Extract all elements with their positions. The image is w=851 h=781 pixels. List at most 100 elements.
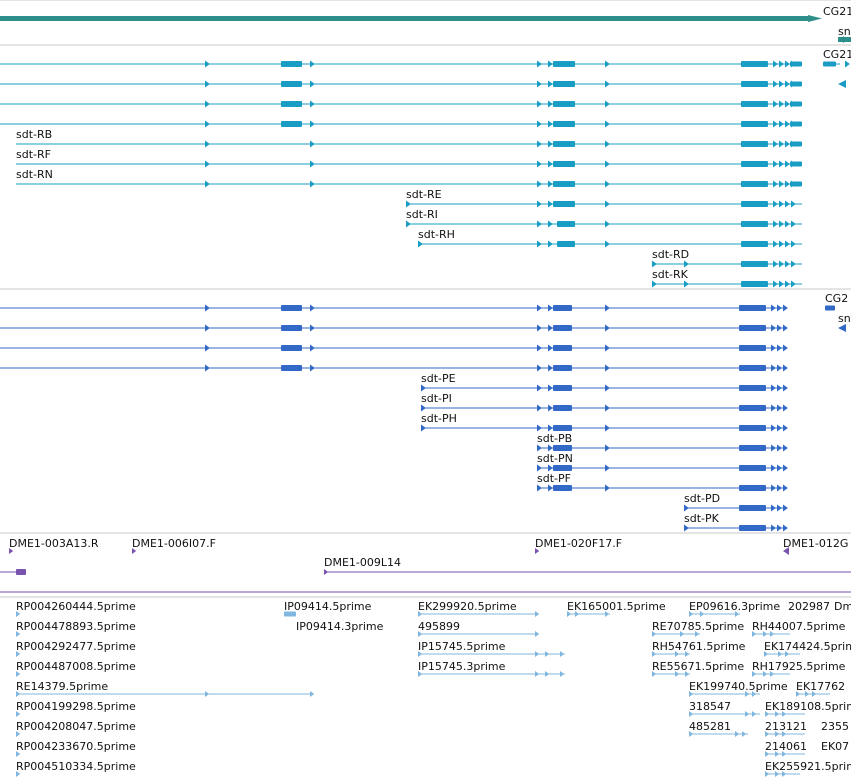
clone-label-dme1-003a13[interactable]: DME1-003A13.R (9, 537, 99, 550)
strand-arrow (548, 404, 553, 412)
strand-arrow (548, 240, 553, 248)
est-label[interactable]: EK07 (821, 740, 850, 753)
strand-arrow (548, 304, 553, 312)
clone-label-dme1-012g[interactable]: DME1-012G (783, 537, 849, 550)
transcript-label-sdt-re[interactable]: sdt-RE (406, 188, 442, 201)
protein-label-sdt-ph[interactable]: sdt-PH (421, 412, 457, 425)
strand-arrow (764, 651, 769, 657)
strand-arrow (675, 671, 680, 677)
protein-label-sdt-pk[interactable]: sdt-PK (684, 512, 719, 525)
est-label[interactable]: EP09616.3prime (689, 600, 781, 613)
strand-arrow (782, 751, 787, 757)
est-label[interactable]: 495899 (418, 620, 460, 633)
est-label[interactable]: EK17762 (796, 680, 846, 693)
strand-arrow (752, 711, 757, 717)
strand-arrow (684, 524, 689, 532)
est-label[interactable]: EK255921.5prime (765, 760, 851, 773)
protein-label-sdt-pi[interactable]: sdt-PI (421, 392, 452, 405)
protein-label-sdt-pd[interactable]: sdt-PD (684, 492, 721, 505)
exon-block (790, 101, 802, 107)
strand-arrow (777, 324, 782, 332)
est-label[interactable]: RP004233670.5prime (16, 740, 136, 753)
est-label[interactable]: IP15745.3prime (418, 660, 506, 673)
strand-arrow (548, 80, 553, 88)
est-label[interactable]: EK189108.5prime (765, 700, 851, 713)
transcript-label-sdt-rf[interactable]: sdt-RF (16, 148, 51, 161)
strand-arrow (771, 444, 776, 452)
transcript-label-sdt-rb[interactable]: sdt-RB (16, 128, 53, 141)
est-label[interactable]: RH44007.5prime (752, 620, 846, 633)
est-label[interactable]: RP004487008.5prime (16, 660, 136, 673)
strand-arrow (735, 611, 740, 617)
strand-arrow (773, 240, 778, 248)
protein-label-cg2[interactable]: CG2 (825, 292, 849, 305)
strand-arrow (777, 464, 782, 472)
transcript-label-sdt-rh[interactable]: sdt-RH (418, 228, 455, 241)
est-label[interactable]: RE55671.5prime (652, 660, 745, 673)
transcript-label-sdt-rn[interactable]: sdt-RN (16, 168, 53, 181)
est-label[interactable]: IP15745.5prime (418, 640, 506, 653)
strand-arrow (548, 344, 553, 352)
strand-arrow (537, 160, 542, 168)
strand-arrow (785, 100, 790, 108)
protein-label-sdt-pn[interactable]: sdt-PN (537, 452, 573, 465)
strand-arrow (771, 364, 776, 372)
clone-label-dme1-020f17[interactable]: DME1-020F17.F (535, 537, 623, 550)
est-label[interactable]: EK174424.5prime (764, 640, 851, 653)
protein-label-sdt-pb[interactable]: sdt-PB (537, 432, 573, 445)
est-label[interactable]: RP004208047.5prime (16, 720, 136, 733)
est-label[interactable]: RH17925.5prime (752, 660, 846, 673)
strand-arrow (777, 424, 782, 432)
protein-label-sdt-pe[interactable]: sdt-PE (421, 372, 456, 385)
strand-arrow (765, 731, 770, 737)
strand-arrow (421, 384, 426, 392)
est-label[interactable]: IP09414.5prime (284, 600, 372, 613)
est-label[interactable]: Dm (834, 600, 851, 613)
gene-bar-arrow (808, 15, 822, 22)
strand-arrow (773, 280, 778, 288)
gene-label-sn[interactable]: sn (838, 25, 851, 38)
exon-block (284, 611, 296, 617)
strand-arrow (205, 180, 210, 188)
protein-label-sdt-pf[interactable]: sdt-PF (537, 472, 571, 485)
strand-arrow (779, 60, 784, 68)
est-label[interactable]: 2355 (821, 720, 849, 733)
exon-block (553, 445, 572, 451)
est-label[interactable]: RP004199298.5prime (16, 700, 136, 713)
est-label[interactable]: EK199740.5prime (689, 680, 788, 693)
est-label[interactable]: 318547 (689, 700, 731, 713)
clone-label-dme1-006i07[interactable]: DME1-006I07.F (132, 537, 216, 550)
est-label[interactable]: 202987 (788, 600, 830, 613)
est-label[interactable]: RE70785.5prime (652, 620, 745, 633)
transcript-label-sdt-rk[interactable]: sdt-RK (652, 268, 688, 281)
est-label[interactable]: RP004510334.5prime (16, 760, 136, 773)
est-label[interactable]: RH54761.5prime (652, 640, 746, 653)
strand-arrow (779, 200, 784, 208)
est-label[interactable]: EK299920.5prime (418, 600, 517, 613)
est-label[interactable]: IP09414.3prime (296, 620, 384, 633)
protein-label-sn[interactable]: sn (838, 312, 851, 325)
est-label[interactable]: RP004292477.5prime (16, 640, 136, 653)
strand-arrow (745, 691, 750, 697)
est-label[interactable]: RP004478893.5prime (16, 620, 136, 633)
transcript-label-sdt-rd[interactable]: sdt-RD (652, 248, 690, 261)
strand-arrow (771, 384, 776, 392)
exon-block (553, 425, 572, 431)
est-label[interactable]: 213121 (765, 720, 807, 733)
strand-arrow (785, 260, 790, 268)
transcript-label-cg21[interactable]: CG21 (823, 48, 851, 61)
strand-arrow (16, 691, 21, 697)
est-label[interactable]: EK165001.5prime (567, 600, 666, 613)
strand-arrow (783, 524, 788, 532)
clone-label-dme1-009l14[interactable]: DME1-009L14 (324, 556, 401, 569)
est-label[interactable]: 214061 (765, 740, 807, 753)
est-label[interactable]: 485281 (689, 720, 731, 733)
strand-arrow (652, 651, 657, 657)
strand-arrow (773, 100, 778, 108)
transcript-label-sdt-ri[interactable]: sdt-RI (406, 208, 438, 221)
gene-label-cg21[interactable]: CG21 (823, 5, 851, 18)
strand-arrow (805, 691, 810, 697)
est-label[interactable]: RP004260444.5prime (16, 600, 136, 613)
est-label[interactable]: RE14379.5prime (16, 680, 109, 693)
strand-arrow (605, 364, 610, 372)
